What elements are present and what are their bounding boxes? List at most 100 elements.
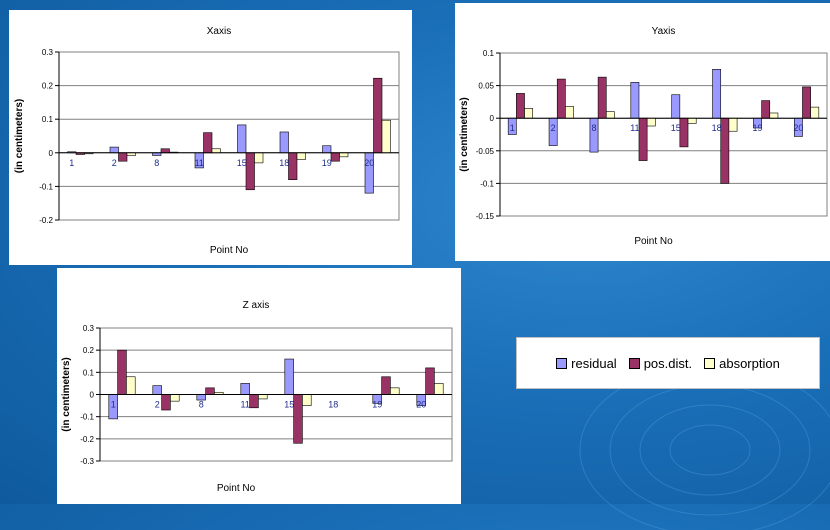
bar-absorption-15 [254,152,264,164]
bar-residual-11 [240,383,250,395]
legend-item-absorption: absorption [704,356,780,371]
category-label: 19 [372,400,382,410]
chart-title: Z axis [243,300,270,311]
bar-absorption-18 [296,152,306,160]
bar-residual-19 [322,145,332,154]
y-tick-label: -0.1 [39,182,53,191]
bar-absorption-19 [390,387,400,395]
category-label: 2 [155,400,160,410]
bar-pos-dist-1 [117,349,127,395]
bar-pos-dist-19 [330,152,340,162]
y-tick-label: 0.3 [42,48,54,57]
category-label: 18 [712,123,722,133]
legend-label-absorption: absorption [719,355,780,371]
bar-absorption-1 [524,108,534,119]
y-tick-label: 0.2 [83,346,95,355]
y-axis-title: (in centimeters) [61,357,72,431]
chart-title: Yaxis [652,26,676,37]
bar-absorption-19 [769,112,779,119]
y-tick-label: 0.3 [83,324,95,333]
bar-pos-dist-11 [638,117,648,161]
bar-pos-dist-2 [118,152,128,162]
bar-residual-15 [671,94,681,119]
category-label: 1 [510,123,515,133]
bar-pos-dist-19 [761,100,771,119]
y-axis-title: (in centimeters) [14,99,25,173]
x-axis-title: Point No [210,245,249,256]
category-label: 20 [364,158,374,168]
bar-residual-15 [237,124,247,154]
bar-pos-dist-8 [205,387,215,395]
y-tick-label: 0.2 [42,82,54,91]
y-axis-chart: Yaxis -0.15 -0.1 -0.05 0 0.05 0.1 1 2 8 11 15 18 19 20… [459,26,828,247]
bar-pos-dist-8 [160,148,170,154]
y-axis-title: (in centimeters) [459,97,470,171]
category-label: 1 [69,158,74,168]
y-axis-chart-panel: Yaxis -0.15 -0.1 -0.05 0 0.05 0.1 1 2 8 11 15 18 19 20… [455,3,830,261]
category-label: 8 [154,158,159,168]
y-tick-label: -0.1 [480,179,494,188]
bar-residual-2 [152,385,162,395]
z-axis-chart: Z axis -0.3 -0.2 -0.1 0 0.1 0.2 0.3 1 2 8 11 15 18 19 2… [61,300,453,494]
bar-pos-dist-20 [802,86,811,119]
bar-absorption-8 [605,111,615,119]
absorption-swatch [704,357,716,369]
category-label: 19 [322,158,332,168]
category-label: 15 [284,400,294,410]
bar-pos-dist-18 [288,152,298,180]
y-tick-label: -0.2 [39,216,53,225]
bar-absorption-2 [565,106,574,119]
legend-item-pos-dist: pos.dist. [628,355,693,371]
bar-absorption-11 [646,117,656,127]
category-label: 8 [199,400,204,410]
category-label: 18 [328,400,338,410]
category-label: 1 [111,400,116,410]
bar-absorption-15 [302,394,312,406]
bar-pos-dist-15 [679,117,689,148]
y-tick-label: 0.1 [483,49,495,58]
bar-residual-18 [279,131,289,154]
bar-absorption-1 [126,376,136,395]
bar-residual-15 [284,358,294,395]
residual-swatch [556,357,568,369]
bar-residual-2 [109,146,119,154]
category-label: 8 [592,123,597,133]
x-axis-chart-panel: Xaxis -0.2 -0.1 0 0.1 0.2 0.3 1 2 8 11 15 18 19 20 Poin… [9,10,412,265]
y-tick-label: 0.05 [478,82,494,91]
bar-absorption-19 [339,152,349,158]
bar-residual-11 [630,82,640,119]
y-tick-label: 0.1 [83,368,95,377]
category-label: 20 [793,123,803,133]
bar-pos-dist-19 [381,376,391,395]
category-label: 15 [237,158,247,168]
category-label: 20 [416,400,426,410]
y-tick-label: 0 [90,391,95,400]
bar-pos-dist-2 [556,78,566,119]
category-label: 15 [671,123,681,133]
bar-pos-dist-20 [373,77,383,154]
bar-absorption-11 [211,148,221,154]
category-label: 2 [551,123,556,133]
bar-residual-18 [712,69,722,119]
bar-pos-dist-8 [597,76,607,119]
pos-dist-swatch [628,357,640,369]
bar-absorption-18 [728,117,738,132]
plot-area [58,51,400,221]
bar-absorption-2 [170,394,180,402]
bar-pos-dist-11 [203,132,213,154]
bar-pos-dist-15 [245,152,255,191]
y-tick-label: -0.15 [476,212,495,221]
category-label: 18 [279,158,289,168]
z-axis-chart-panel: Z axis -0.3 -0.2 -0.1 0 0.1 0.2 0.3 1 2 8 11 15 18 19 2… [57,268,461,504]
legend-label-pos-dist: pos.dist. [643,355,693,371]
bar-pos-dist-11 [249,394,259,409]
x-axis-title: Point No [634,236,673,247]
bar-pos-dist-1 [516,93,525,119]
chart-title: Xaxis [207,26,231,37]
bar-pos-dist-18 [720,117,730,184]
bar-pos-dist-2 [161,394,171,411]
category-label: 11 [195,158,204,168]
bar-absorption-11 [258,394,268,400]
category-label: 11 [241,400,250,410]
bar-absorption-15 [687,117,697,124]
